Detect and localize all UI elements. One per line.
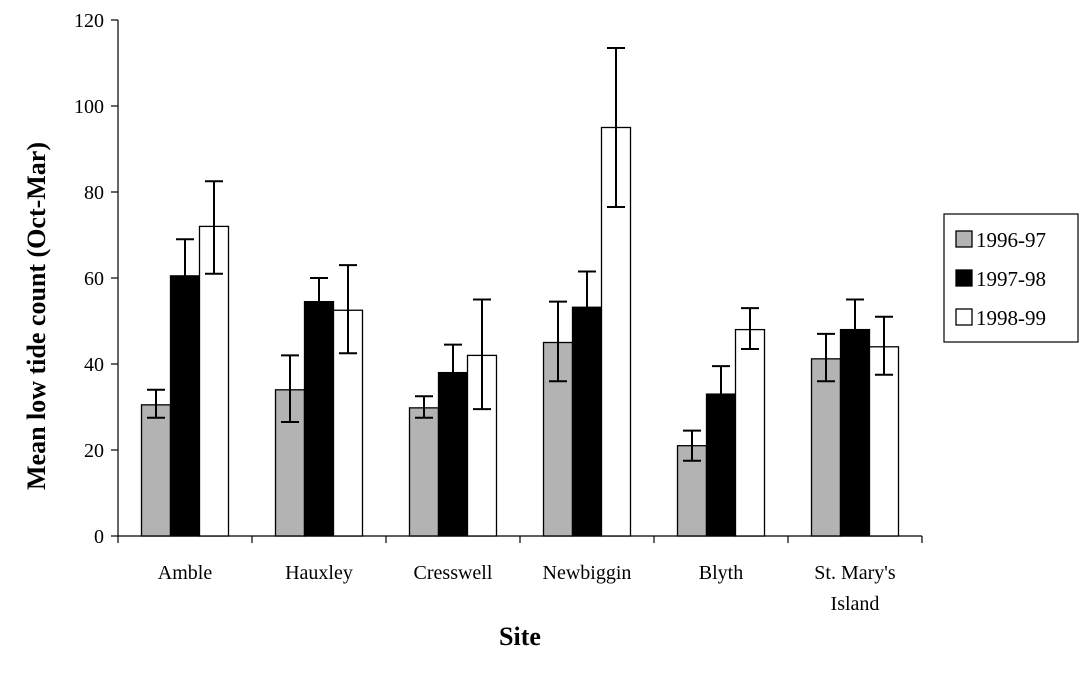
x-category-label: St. Mary's [814,562,896,584]
bar-1998-99 [734,328,766,537]
legend-swatch-1997-98 [955,269,973,287]
x-category-label: Cresswell [414,562,493,584]
y-tick-label: 40 [84,354,104,376]
bar-1997-98 [839,328,871,537]
x-axis-title: Site [499,622,541,651]
bars [140,126,900,537]
legend-swatch-1998-99 [955,308,973,326]
legend-swatch-1996-97 [955,230,973,248]
bar-1996-97 [810,358,842,537]
x-category-label: Hauxley [285,562,353,584]
legend-label: 1998-99 [976,306,1046,330]
y-tick-label: 0 [94,526,104,548]
bar-1996-97 [274,389,306,537]
x-category-label: Blyth [699,562,743,584]
y-tick-label: 80 [84,182,104,204]
x-axis: Amble Hauxley Cresswell Newbiggin Blyth St. M… [117,535,923,615]
legend: 1996-97 1997-98 1998-99 [943,213,1079,343]
x-category-label: Amble [158,562,213,584]
x-category-label: Newbiggin [543,562,632,584]
x-category-label: Island [831,593,880,615]
error-bars [147,46,893,462]
bar-1996-97 [408,407,440,537]
legend-label: 1997-98 [976,267,1046,291]
y-tick-label: 100 [74,96,104,118]
bar-1997-98 [571,306,603,537]
y-tick-label: 120 [74,10,104,32]
bar-1996-97 [676,445,708,537]
bar-1996-97 [140,404,172,537]
y-axis-title: Mean low tide count (Oct-Mar) [22,142,51,490]
y-axis: 0 20 40 60 80 100 120 [74,10,119,548]
legend-label: 1996-97 [976,228,1046,252]
bar-1997-98 [169,275,201,537]
bar-1997-98 [303,300,335,537]
y-tick-label: 20 [84,440,104,462]
y-tick-label: 60 [84,268,104,290]
